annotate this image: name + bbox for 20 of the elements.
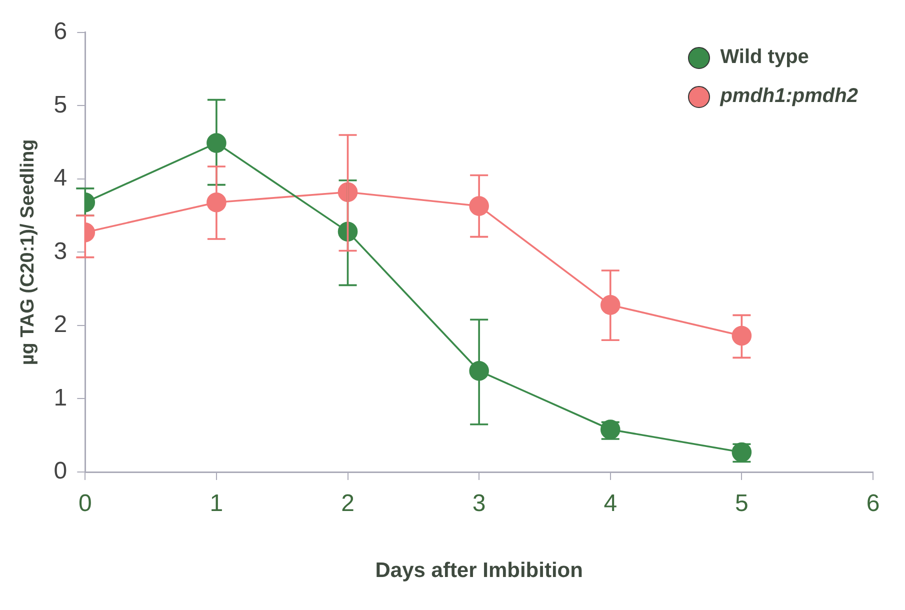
legend-label: Wild type	[720, 46, 809, 69]
legend-label: pmdh1:pmdh2	[720, 85, 858, 108]
y-tick-label: 4	[54, 164, 68, 192]
x-tick-label: 3	[472, 490, 486, 518]
x-tick-label: 4	[604, 490, 618, 518]
y-axis-title: µg TAG (C20:1)/ Seedling	[18, 139, 39, 366]
y-tick-label: 0	[54, 458, 68, 485]
x-tick-label: 0	[78, 490, 92, 518]
y-tick-label: 6	[54, 18, 68, 46]
y-tick-label: 5	[54, 91, 68, 118]
point	[732, 326, 752, 346]
x-tick-label: 2	[341, 490, 354, 518]
y-tick-label: 2	[54, 311, 68, 338]
x-tick-label: 6	[866, 490, 880, 518]
y-tick-label: 3	[54, 238, 68, 265]
x-tick-label: 1	[210, 490, 224, 518]
point	[338, 182, 358, 202]
x-axis-title: Days after Imbibition	[375, 559, 583, 582]
y-tick-label: 1	[54, 384, 68, 412]
x-tick-label: 5	[735, 490, 748, 518]
